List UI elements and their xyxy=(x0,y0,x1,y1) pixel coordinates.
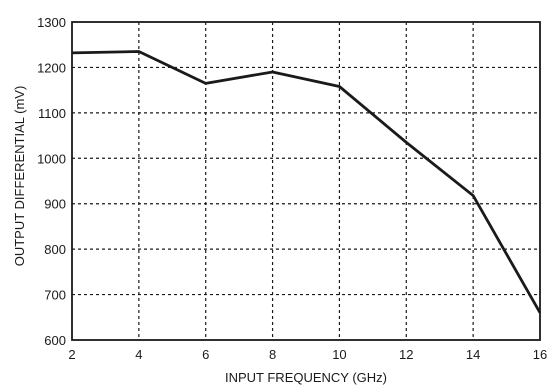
y-tick-label: 700 xyxy=(44,288,66,303)
y-tick-label: 1100 xyxy=(38,106,66,121)
y-axis-label: OUTPUT DIFFERENTIAL (mV) xyxy=(12,86,27,267)
x-tick-label: 6 xyxy=(202,347,209,362)
x-tick-label: 8 xyxy=(269,347,276,362)
x-tick-label: 12 xyxy=(399,347,413,362)
x-axis-label: INPUT FREQUENCY (GHz) xyxy=(225,370,387,385)
y-tick-label: 1000 xyxy=(37,151,66,166)
y-tick-label: 1200 xyxy=(37,60,66,75)
y-tick-label: 800 xyxy=(44,242,66,257)
x-tick-label: 14 xyxy=(466,347,480,362)
grid xyxy=(72,22,540,340)
y-tick-label: 1300 xyxy=(37,15,66,30)
plot-frame-group xyxy=(71,21,541,341)
series-line-0 xyxy=(71,50,542,314)
x-tick-label: 2 xyxy=(68,347,75,362)
plot-frame xyxy=(71,21,541,341)
x-tick-label: 10 xyxy=(332,347,346,362)
y-tick-label: 900 xyxy=(44,197,66,212)
x-tick-label: 16 xyxy=(533,347,547,362)
x-tick-labels: 2 4 6 8 10 12 14 16 xyxy=(68,347,547,362)
y-tick-label: 600 xyxy=(44,333,66,348)
series-group xyxy=(71,50,542,314)
y-tick-labels: 600 700 800 900 1000 1100 1200 1300 xyxy=(37,15,66,348)
x-tick-label: 4 xyxy=(135,347,142,362)
